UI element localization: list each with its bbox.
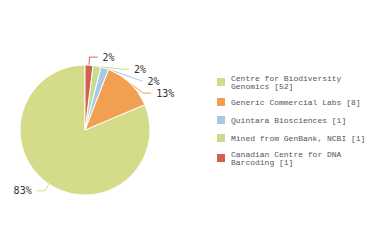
svg-text:Canadian Centre for DNA: Canadian Centre for DNA	[231, 149, 342, 159]
svg-text:Quintara Biosciences [1]: Quintara Biosciences [1]	[231, 116, 346, 125]
svg-text:13%: 13%	[156, 88, 174, 99]
svg-text:Genomics [52]: Genomics [52]	[231, 82, 293, 91]
svg-text:Centre for Biodiversity: Centre for Biodiversity	[231, 73, 342, 83]
svg-text:Generic Commercial Labs [8]: Generic Commercial Labs [8]	[231, 98, 361, 107]
svg-text:2%: 2%	[102, 52, 114, 63]
svg-text:2%: 2%	[134, 64, 146, 75]
svg-text:Mined from GenBank, NCBI [1]: Mined from GenBank, NCBI [1]	[231, 134, 365, 143]
svg-text:2%: 2%	[148, 76, 160, 87]
svg-text:Barcoding [1]: Barcoding [1]	[231, 158, 293, 167]
svg-text:83%: 83%	[14, 185, 32, 196]
